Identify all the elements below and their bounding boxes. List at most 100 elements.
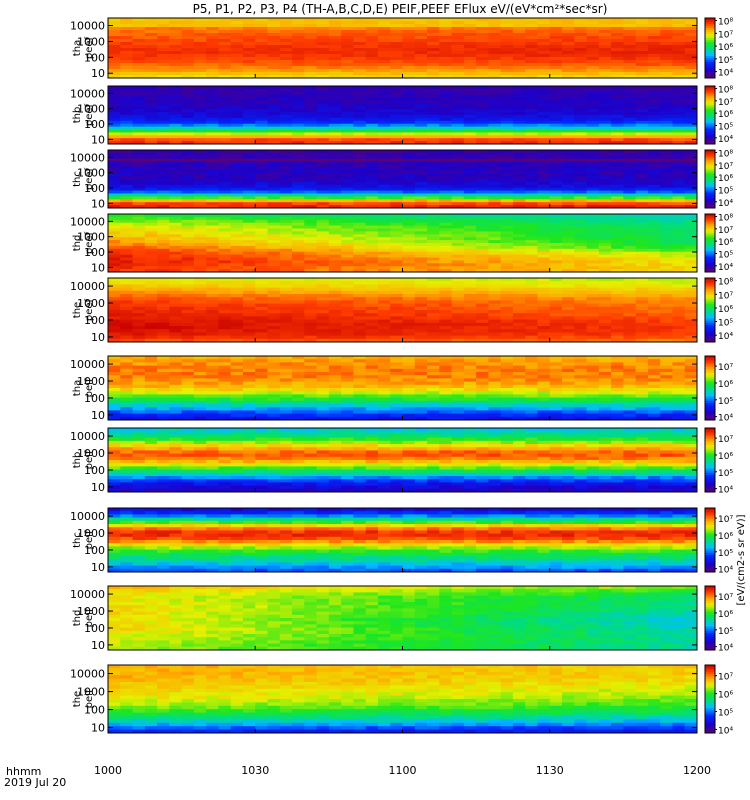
heatmap-cell [230,173,244,177]
heatmap-cell [108,123,121,127]
colorbar-segment [705,206,715,209]
heatmap-cell [672,63,686,67]
heatmap-cell [341,135,354,139]
heatmap-cell [292,103,305,107]
heatmap-cell [255,158,268,162]
heatmap-cell [316,126,330,130]
heatmap-cell [414,72,428,76]
heatmap-cell [414,42,428,46]
heatmap-cell [292,243,305,247]
heatmap-cell [242,187,256,191]
heatmap-cell [672,27,686,31]
heatmap-cell [598,132,612,136]
heatmap-cell [120,120,133,125]
heatmap-cell [157,72,170,76]
heatmap-cell [635,266,649,270]
heatmap-cell [292,86,305,90]
colorbar-segment [705,62,715,65]
heatmap-cell [108,251,121,255]
heatmap-cell [181,237,195,241]
heatmap-cell [292,199,305,203]
heatmap-cell [660,91,673,96]
heatmap-cell [549,187,563,191]
heatmap-cell [193,329,207,333]
heatmap-cell [120,306,133,311]
heatmap-cell [292,94,305,98]
heatmap-cell [427,190,440,194]
heatmap-cell [512,91,526,96]
heatmap-cell [525,176,538,180]
heatmap-cell [537,173,551,177]
heatmap-cell [169,27,183,31]
heatmap-cell [623,219,637,224]
heatmap-cell [463,39,477,43]
heatmap-cell [377,205,391,209]
heatmap-cell [476,300,489,304]
heatmap-cell [193,155,207,160]
heatmap-cell [255,193,268,197]
heatmap-cell [500,300,514,304]
heatmap-cell [402,60,416,64]
heatmap-cell [451,284,465,288]
heatmap-cell [635,129,649,133]
heatmap-cell [169,257,183,261]
heatmap-cell [476,97,489,101]
heatmap-cell [316,303,330,308]
heatmap-cell [144,60,158,64]
heatmap-cell [144,214,158,218]
heatmap-cell [267,245,281,250]
heatmap-cell [267,310,281,314]
heatmap-cell [218,216,232,221]
heatmap-cell [525,42,538,46]
heatmap-cell [120,60,133,64]
heatmap-cell [255,243,268,247]
heatmap-cell [341,94,354,98]
heatmap-cell [463,138,477,142]
heatmap-cell [611,120,624,125]
heatmap-cell [132,75,146,79]
heatmap-cell [279,72,293,76]
colorbar-segment [705,165,715,168]
heatmap-cell [279,112,293,116]
heatmap-cell [365,176,379,180]
heatmap-cell [414,27,428,31]
heatmap-cell [390,24,403,28]
heatmap-cell [549,205,563,209]
heatmap-cell [390,167,403,171]
heatmap-cell [647,222,661,226]
heatmap-cell [635,51,649,55]
heatmap-cell [586,310,600,314]
heatmap-cell [512,303,526,308]
heatmap-cell [390,39,403,43]
heatmap-cell [598,335,612,340]
heatmap-cell [684,54,698,58]
heatmap-cell [316,245,330,250]
heatmap-cell [476,269,489,273]
heatmap-cell [537,313,551,317]
heatmap-cell [611,243,624,247]
heatmap-cell [267,60,281,64]
heatmap-cell [353,173,367,177]
heatmap-cell [660,167,673,171]
heatmap-cell [525,69,538,73]
heatmap-cell [476,27,489,31]
heatmap-cell [414,196,428,200]
heatmap-cell [341,112,354,116]
heatmap-cell [427,155,440,160]
heatmap-cell [206,184,219,189]
heatmap-cell [672,120,686,125]
heatmap-cell [377,234,391,238]
heatmap-cell [377,158,391,162]
heatmap-cell [279,237,293,241]
heatmap-cell [144,161,158,165]
heatmap-cell [390,222,403,226]
heatmap-cell [218,103,232,107]
heatmap-cell [377,54,391,58]
heatmap-cell [341,88,354,93]
heatmap-cell [611,129,624,133]
heatmap-cell [390,313,403,317]
heatmap-cell [181,42,195,46]
heatmap-cell [108,51,121,55]
